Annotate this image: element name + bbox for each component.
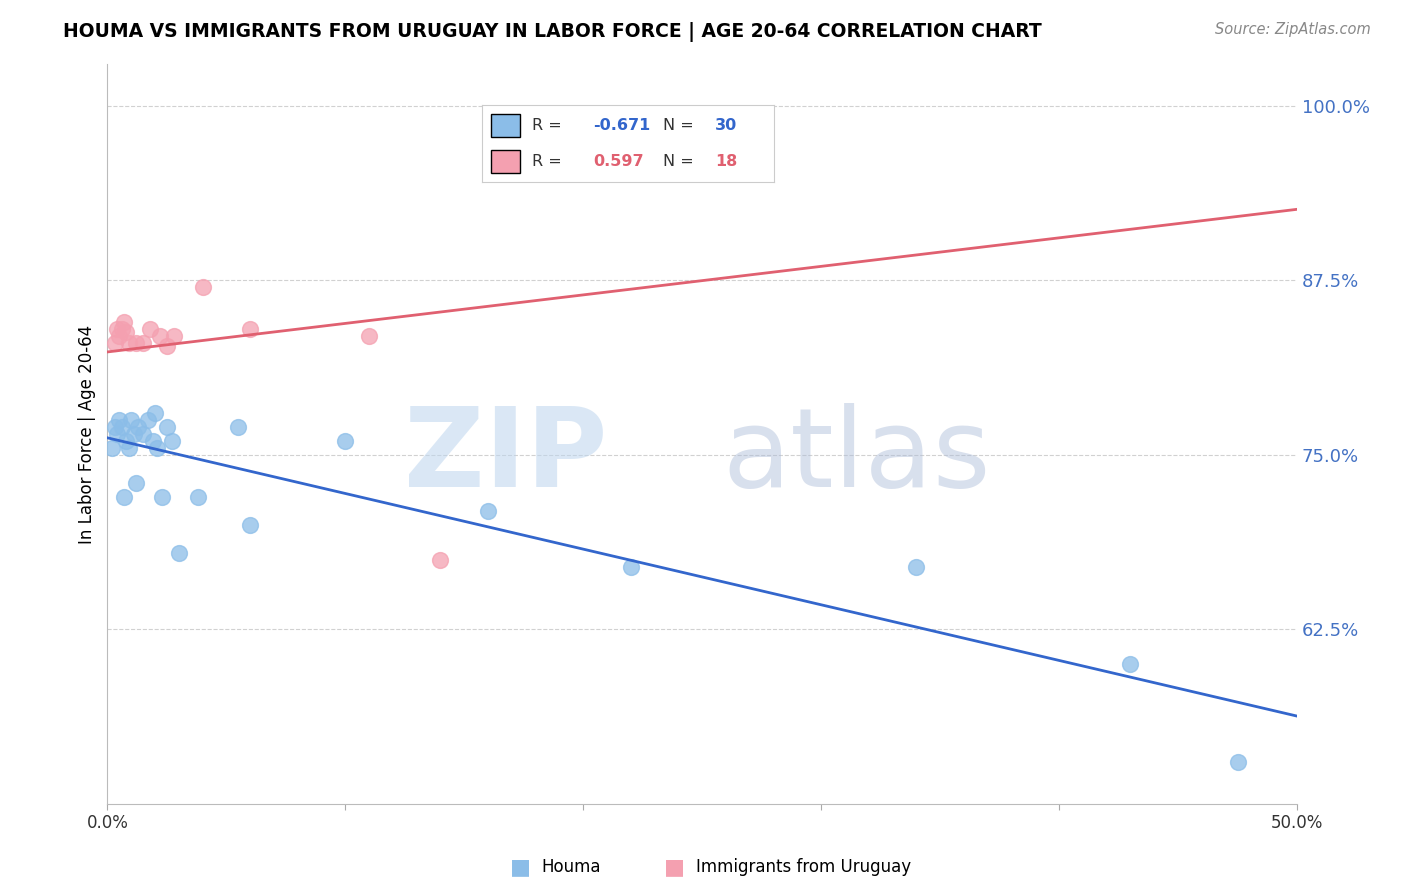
- Point: [115, 434, 138, 448]
- Point: [226, 420, 249, 434]
- Y-axis label: In Labor Force | Age 20-64: In Labor Force | Age 20-64: [79, 325, 96, 543]
- Point: [1119, 657, 1142, 672]
- Point: [187, 490, 209, 504]
- Point: [359, 329, 381, 343]
- Point: [160, 434, 183, 448]
- Point: [136, 413, 159, 427]
- Point: [167, 546, 190, 560]
- Point: [163, 329, 186, 343]
- Point: [118, 441, 141, 455]
- Text: HOUMA VS IMMIGRANTS FROM URUGUAY IN LABOR FORCE | AGE 20-64 CORRELATION CHART: HOUMA VS IMMIGRANTS FROM URUGUAY IN LABO…: [63, 22, 1042, 42]
- Point: [108, 413, 131, 427]
- Text: atlas: atlas: [723, 402, 991, 509]
- Point: [105, 322, 128, 336]
- Point: [146, 441, 169, 455]
- Point: [111, 322, 134, 336]
- Point: [239, 322, 262, 336]
- Point: [111, 420, 134, 434]
- Point: [108, 329, 131, 343]
- Point: [120, 413, 142, 427]
- Text: ZIP: ZIP: [404, 402, 607, 509]
- Point: [127, 420, 149, 434]
- Point: [132, 427, 155, 442]
- Point: [620, 559, 643, 574]
- Point: [101, 441, 124, 455]
- Point: [905, 559, 928, 574]
- Point: [142, 434, 165, 448]
- Point: [122, 427, 145, 442]
- Point: [335, 434, 357, 448]
- Point: [103, 336, 125, 351]
- Point: [112, 490, 135, 504]
- Point: [477, 504, 499, 518]
- Point: [429, 552, 451, 566]
- Point: [105, 427, 128, 442]
- Point: [132, 336, 155, 351]
- Text: Immigrants from Uruguay: Immigrants from Uruguay: [696, 858, 911, 876]
- Text: Source: ZipAtlas.com: Source: ZipAtlas.com: [1215, 22, 1371, 37]
- Point: [118, 336, 141, 351]
- Point: [156, 420, 179, 434]
- Text: Houma: Houma: [541, 858, 600, 876]
- Point: [115, 325, 138, 339]
- Point: [191, 280, 214, 294]
- Point: [125, 336, 148, 351]
- Point: [156, 339, 179, 353]
- Point: [112, 315, 135, 329]
- Point: [139, 322, 162, 336]
- Point: [143, 406, 166, 420]
- Point: [103, 420, 125, 434]
- Text: ■: ■: [665, 857, 685, 877]
- Point: [239, 517, 262, 532]
- Point: [150, 490, 173, 504]
- Text: ■: ■: [510, 857, 530, 877]
- Point: [149, 329, 172, 343]
- Point: [125, 475, 148, 490]
- Point: [1226, 755, 1249, 769]
